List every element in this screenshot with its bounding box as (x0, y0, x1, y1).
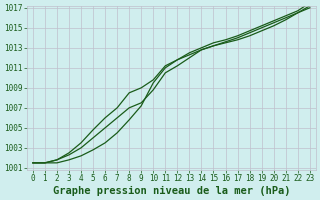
X-axis label: Graphe pression niveau de la mer (hPa): Graphe pression niveau de la mer (hPa) (52, 186, 290, 196)
